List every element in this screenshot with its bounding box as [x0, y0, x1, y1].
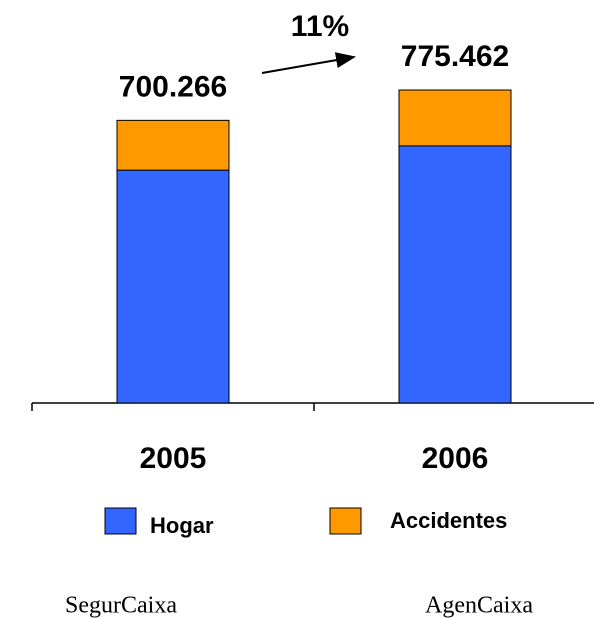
logo: SegurCaixa — [65, 593, 177, 618]
legend-label: Hogar — [150, 513, 214, 538]
total-label: 700.266 — [119, 70, 227, 103]
logo: AgenCaixa — [425, 593, 533, 618]
x-tick-label: 2005 — [140, 442, 207, 475]
total-label: 775.462 — [401, 40, 509, 73]
legend-swatch — [104, 507, 137, 535]
arrow — [261, 52, 356, 74]
bar-segment — [116, 119, 230, 171]
legend-swatch — [329, 507, 362, 535]
bar-segment — [398, 89, 512, 147]
bar-segment — [398, 145, 512, 404]
bar-segment — [116, 169, 230, 404]
x-tick-label: 2006 — [422, 442, 489, 475]
annotation: 11% — [291, 10, 349, 43]
legend-label: Accidentes — [390, 508, 507, 533]
